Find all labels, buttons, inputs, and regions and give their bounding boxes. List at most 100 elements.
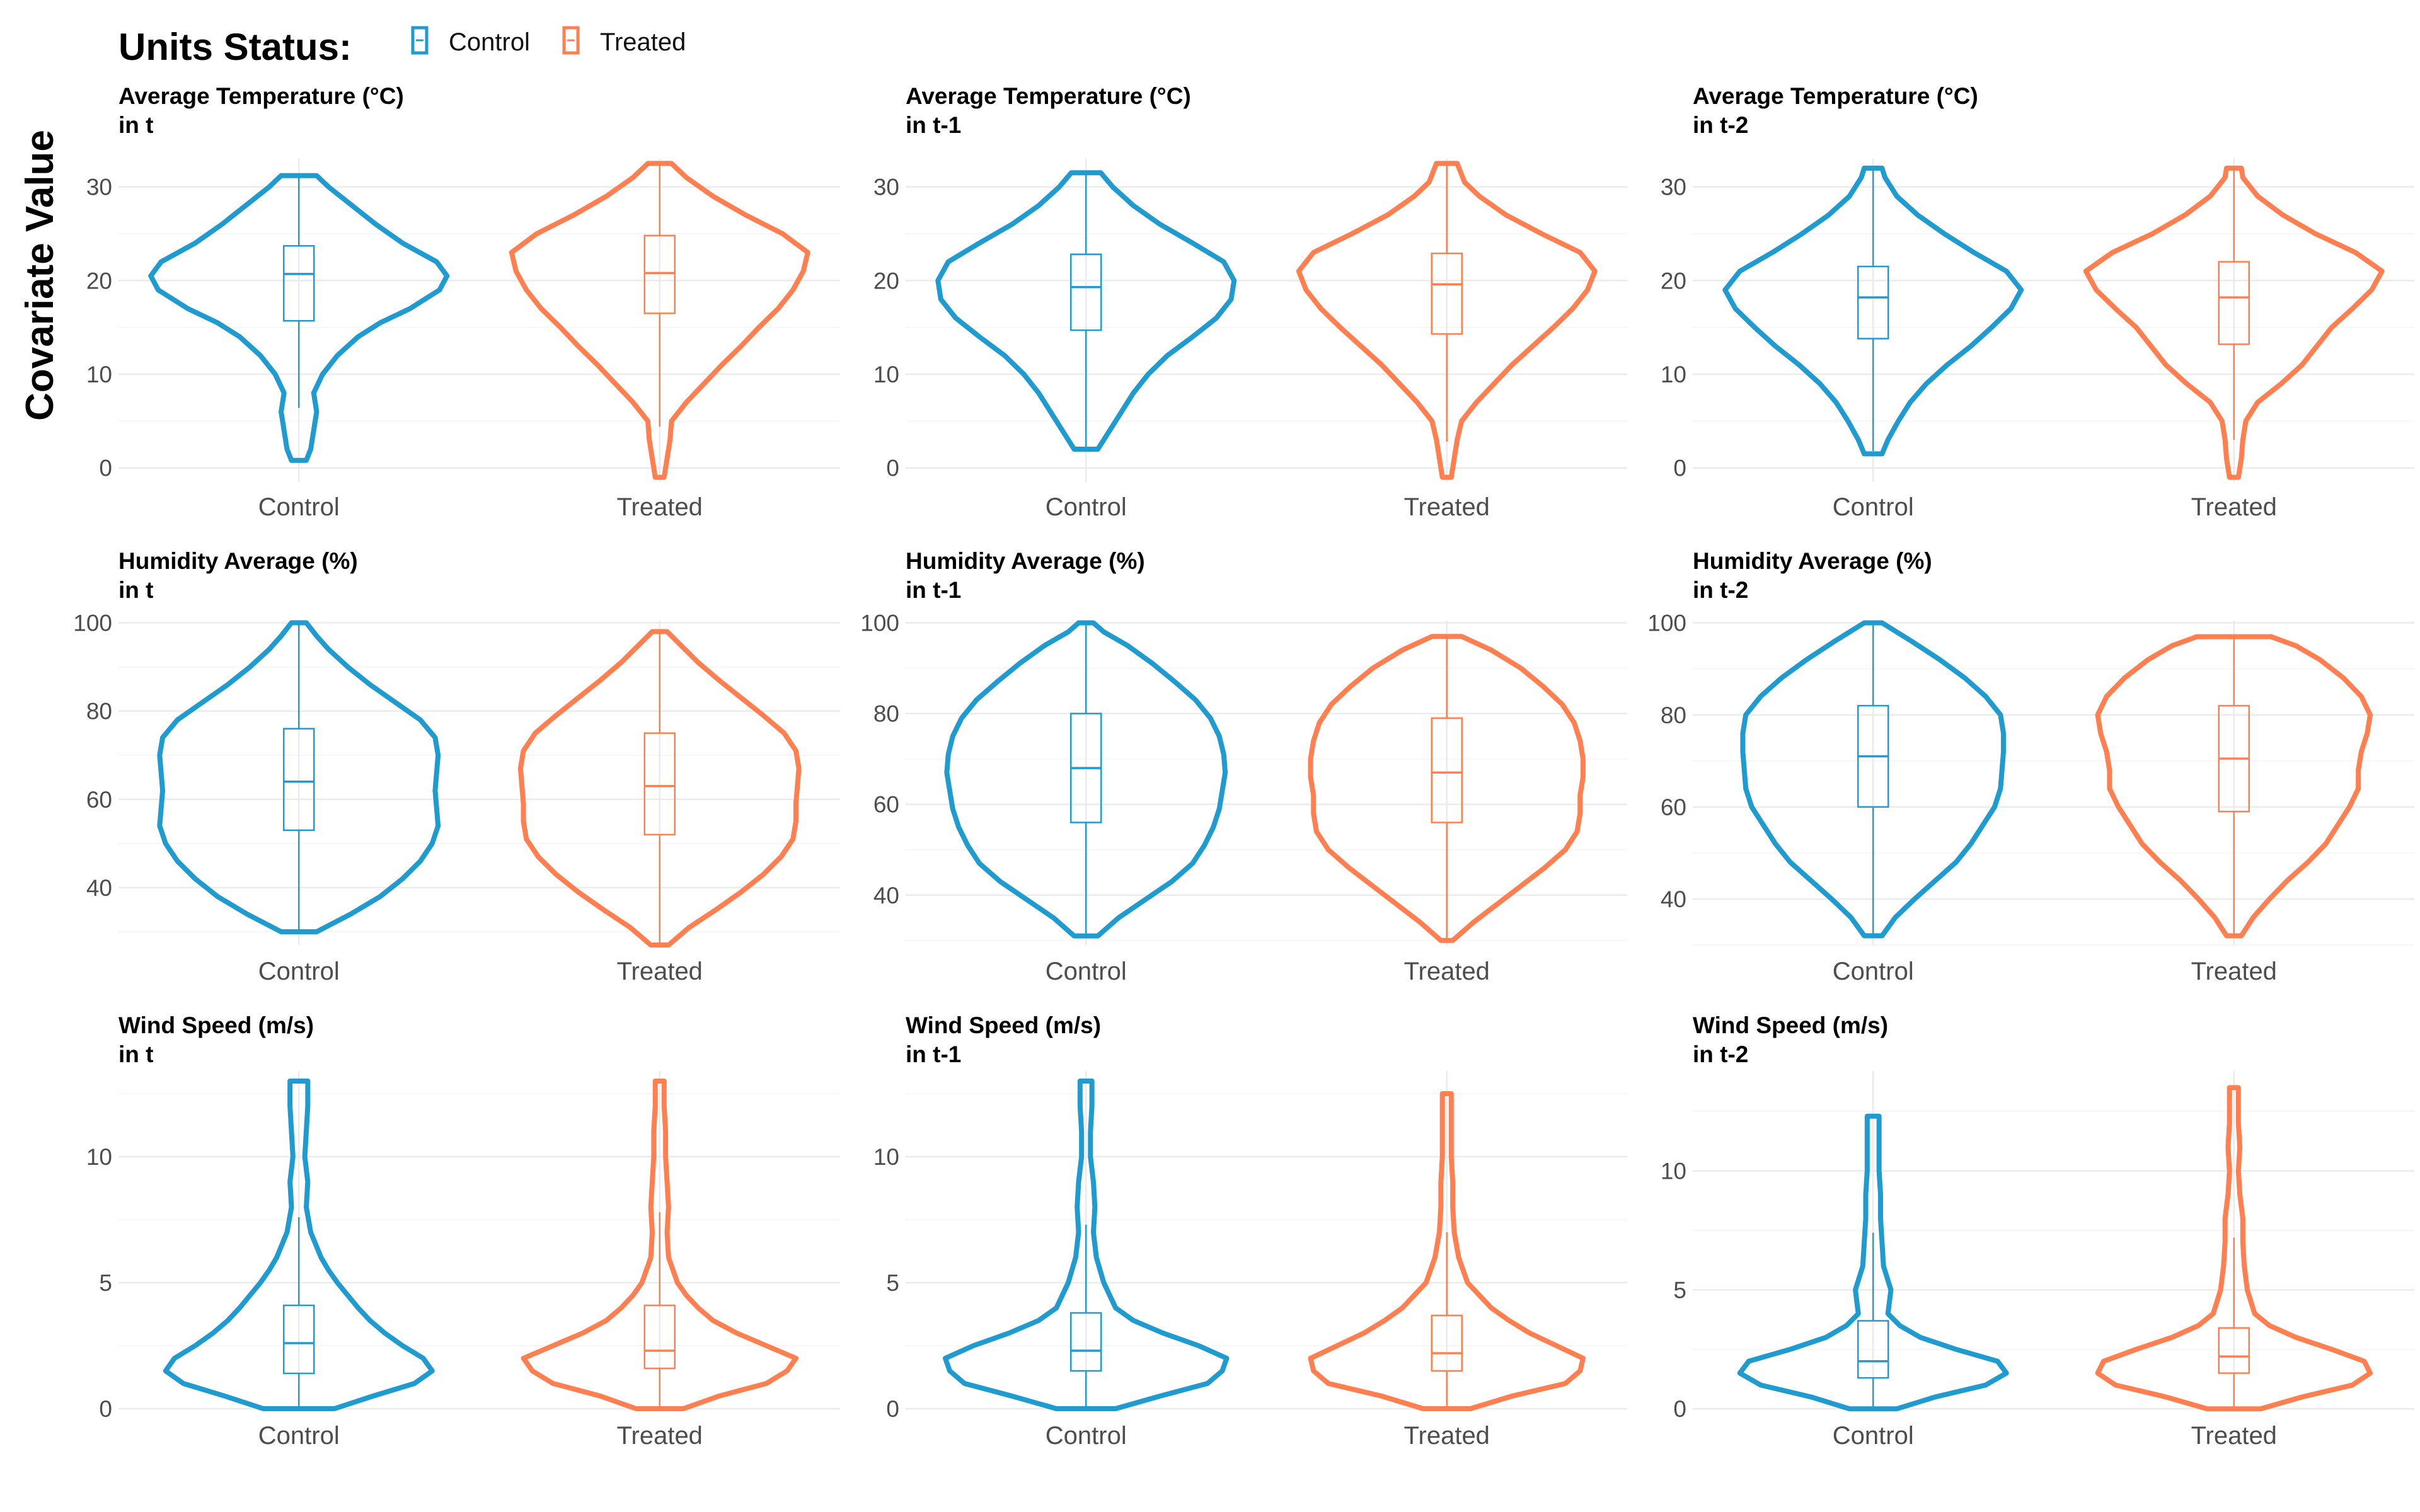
panel-9-y-tick-label-10: 10 xyxy=(1661,1159,1686,1184)
panel-3-control-violin xyxy=(1722,165,2024,457)
panel-5: Humidity Average (%) in t-1 40 60 80 100 Contr… xyxy=(860,548,1627,985)
panel-4-control-group xyxy=(157,620,441,934)
panel-1-title: Average Temperature (°C) xyxy=(118,83,404,109)
panel-2-x-tick-label-control: Control xyxy=(1046,493,1127,521)
panel-8-treated-iqr-box xyxy=(1431,1314,1463,1372)
panel-2-y-tick-label-10: 10 xyxy=(873,362,899,387)
panel-2-control-group xyxy=(935,170,1237,452)
panel-3-treated-group xyxy=(2083,165,2385,480)
panel-2-y-tick-label-30: 30 xyxy=(873,175,899,200)
panel-7-control-iqr-box xyxy=(283,1304,315,1375)
panel-6: Humidity Average (%) in t-2 40 60 80 100 Contr… xyxy=(1647,548,2414,985)
panel-8-treated-group xyxy=(1308,1091,1586,1411)
panel-5-x-tick-label-treated: Treated xyxy=(1404,958,1490,985)
panel-1: Average Temperature (°C) in t 0 10 20 30 Contr… xyxy=(86,83,840,521)
panel-6-treated-group xyxy=(2095,634,2373,939)
panel-8-y-tick-label-5: 5 xyxy=(886,1270,899,1296)
panel-7-treated-group xyxy=(521,1079,798,1411)
panel-6-y-tick-label-60: 60 xyxy=(1661,794,1686,820)
panel-5-y-tick-label-40: 40 xyxy=(873,883,899,908)
panel-9-treated-group xyxy=(2095,1085,2373,1412)
panel-1-treated-iqr-box xyxy=(643,234,676,314)
panel-1-x-tick-label-control: Control xyxy=(258,493,340,521)
panel-2-title: Average Temperature (°C) xyxy=(906,83,1191,109)
legend-key-control xyxy=(411,26,429,55)
panel-3: Average Temperature (°C) in t-2 0 10 20 30 Con… xyxy=(1661,83,2414,521)
panel-8-x-tick-label-treated: Treated xyxy=(1404,1422,1490,1450)
panel-1-gridlines xyxy=(118,159,840,482)
panel-2-treated-iqr-box xyxy=(1431,252,1463,335)
panel-5-control-violin xyxy=(944,620,1228,939)
panel-7-subtitle: in t xyxy=(118,1041,153,1067)
panel-8-control-iqr-box xyxy=(1070,1312,1102,1372)
panel-3-y-tick-label-20: 20 xyxy=(1661,268,1686,294)
panel-9-title: Wind Speed (m/s) xyxy=(1693,1012,1888,1038)
panel-3-x-tick-label-control: Control xyxy=(1833,493,1914,521)
panel-1-y-tick-label-20: 20 xyxy=(86,268,112,294)
panel-2-treated-group xyxy=(1296,161,1598,480)
panel-7: Wind Speed (m/s) in t 0 5 10 Control Treated xyxy=(86,1012,840,1450)
panel-1-control-violin xyxy=(148,173,450,463)
panel-8-control-violin xyxy=(943,1079,1230,1411)
panel-5-x-tick-label-control: Control xyxy=(1046,958,1127,985)
panel-4-y-tick-label-80: 80 xyxy=(86,699,112,724)
panel-4-y-tick-label-60: 60 xyxy=(86,787,112,813)
panel-3-title: Average Temperature (°C) xyxy=(1693,83,1978,109)
panel-6-control-violin xyxy=(1740,620,2007,939)
panel-8-subtitle: in t-1 xyxy=(906,1041,961,1067)
panel-7-title: Wind Speed (m/s) xyxy=(118,1012,314,1038)
panel-2-control-iqr-box xyxy=(1070,253,1102,331)
panel-9-y-tick-label-0: 0 xyxy=(1673,1396,1686,1422)
panel-1-y-tick-label-10: 10 xyxy=(86,362,112,387)
panel-8-y-tick-label-0: 0 xyxy=(886,1396,899,1422)
panel-5-treated-violin xyxy=(1308,634,1586,943)
legend-label-treated: Treated xyxy=(600,28,686,56)
panel-3-control-group xyxy=(1722,165,2024,457)
panel-6-y-tick-label-40: 40 xyxy=(1661,886,1686,912)
legend-item-treated: Treated xyxy=(562,26,686,56)
panel-1-treated-violin xyxy=(509,161,810,480)
panel-9-control-iqr-box xyxy=(1857,1320,1889,1379)
panel-2-control-violin xyxy=(935,170,1237,452)
panel-3-x-tick-label-treated: Treated xyxy=(2191,493,2277,521)
panel-9-control-violin xyxy=(1737,1113,2009,1412)
panel-4-y-tick-label-100: 100 xyxy=(73,610,112,636)
panel-6-x-tick-label-treated: Treated xyxy=(2191,958,2277,985)
panel-2-x-tick-label-treated: Treated xyxy=(1404,493,1490,521)
panel-3-subtitle: in t-2 xyxy=(1693,112,1748,138)
panel-7-y-tick-label-10: 10 xyxy=(86,1144,112,1170)
panel-2-subtitle: in t-1 xyxy=(906,112,961,138)
panel-8-y-tick-label-10: 10 xyxy=(873,1144,899,1170)
y-axis-title: Covariate Value xyxy=(18,130,62,421)
panel-9: Wind Speed (m/s) in t-2 0 5 10 Control Treated xyxy=(1661,1012,2414,1450)
panel-3-control-iqr-box xyxy=(1857,265,1889,340)
panel-9-y-tick-label-5: 5 xyxy=(1673,1277,1686,1303)
panel-3-y-tick-label-30: 30 xyxy=(1661,175,1686,200)
legend-key-treated-outline xyxy=(562,26,580,55)
panel-4-treated-violin xyxy=(517,629,802,948)
legend-item-control: Control xyxy=(411,26,530,56)
panel-8-title: Wind Speed (m/s) xyxy=(906,1012,1101,1038)
panel-9-gridlines xyxy=(1693,1071,2414,1411)
panel-1-x-tick-label-treated: Treated xyxy=(617,493,703,521)
panel-7-control-violin xyxy=(163,1079,435,1411)
legend-key-control-outline xyxy=(411,26,429,55)
panel-1-control-iqr-box xyxy=(283,245,315,322)
panel-1-y-tick-label-0: 0 xyxy=(99,455,112,481)
panel-4-x-tick-label-treated: Treated xyxy=(617,958,703,985)
panel-7-y-tick-label-5: 5 xyxy=(99,1270,112,1296)
panel-9-control-group xyxy=(1737,1113,2009,1412)
legend-label-control: Control xyxy=(449,28,530,56)
panel-5-y-tick-label-60: 60 xyxy=(873,792,899,818)
panel-7-y-tick-label-0: 0 xyxy=(99,1396,112,1422)
panel-3-y-tick-label-0: 0 xyxy=(1673,455,1686,481)
panel-6-treated-violin xyxy=(2095,634,2373,939)
panel-8-x-tick-label-control: Control xyxy=(1046,1422,1127,1450)
panel-5-treated-group xyxy=(1308,634,1586,943)
panel-6-control-group xyxy=(1740,620,2007,939)
panel-9-x-tick-label-treated: Treated xyxy=(2191,1422,2277,1450)
panel-1-control-group xyxy=(148,173,450,463)
panel-7-treated-violin xyxy=(521,1079,798,1411)
